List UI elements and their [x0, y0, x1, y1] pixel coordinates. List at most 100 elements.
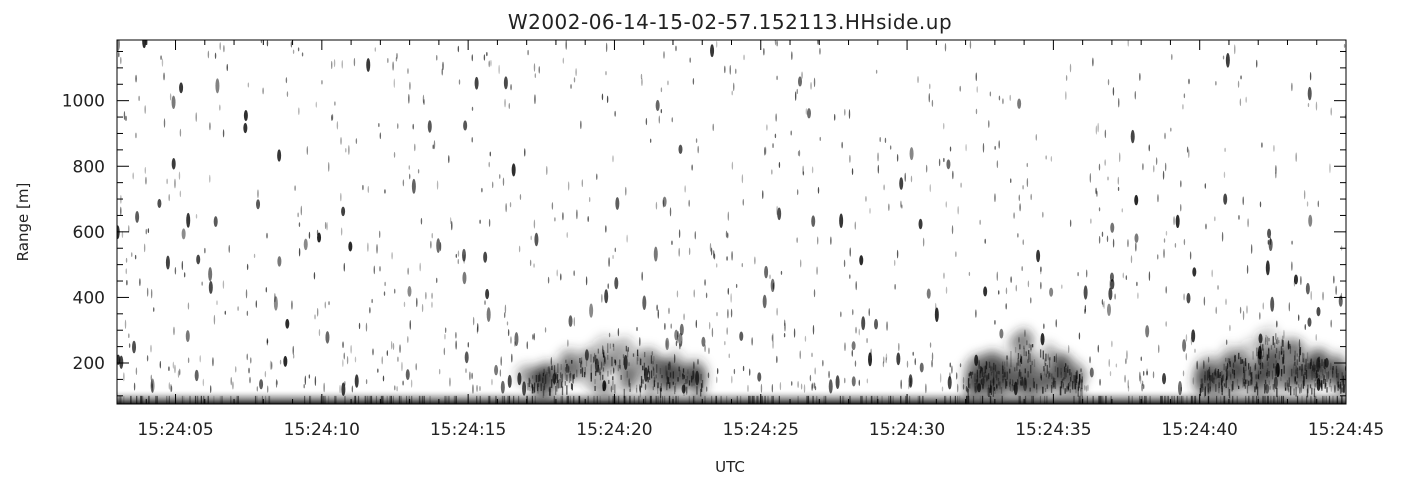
- surface-streak: [861, 395, 863, 404]
- echo-speck: [929, 83, 931, 90]
- surface-streak: [649, 395, 651, 404]
- echo-streak: [539, 374, 541, 382]
- echo-speck: [1043, 323, 1045, 330]
- echo-speck: [1117, 176, 1120, 185]
- echo-streak: [987, 374, 989, 381]
- echo-speck: [394, 385, 396, 391]
- echo-streak: [983, 378, 985, 384]
- surface-streak: [148, 395, 150, 404]
- echo-speck: [988, 120, 990, 128]
- echo-speck: [1288, 302, 1291, 312]
- echo-speck: [407, 285, 412, 297]
- echo-speck: [607, 283, 609, 289]
- surface-streak: [221, 395, 223, 404]
- echo-streak: [620, 374, 622, 380]
- echo-speck: [455, 331, 457, 339]
- echo-speck: [575, 68, 577, 77]
- surface-streak: [761, 395, 763, 404]
- echo-speck: [747, 384, 749, 393]
- echo-speck: [605, 70, 607, 76]
- echo-speck: [1104, 159, 1106, 166]
- echo-streak: [1288, 388, 1290, 393]
- echo-speck: [848, 109, 851, 120]
- echo-speck: [524, 148, 526, 157]
- echo-speck: [414, 143, 416, 152]
- echo-speck: [469, 371, 471, 381]
- echo-speck: [868, 352, 873, 367]
- echo-speck: [277, 149, 282, 162]
- echo-speck: [1174, 243, 1177, 248]
- echo-speck: [883, 356, 885, 364]
- echo-speck: [504, 312, 506, 319]
- echo-streak: [693, 379, 695, 386]
- surface-streak: [704, 395, 706, 404]
- echo-streak: [568, 373, 571, 383]
- surface-streak: [1278, 395, 1280, 404]
- echo-speck: [313, 272, 316, 280]
- surface-streak: [448, 395, 450, 404]
- echo-streak: [619, 359, 621, 369]
- echo-blob: [556, 350, 573, 369]
- echo-streak: [1048, 371, 1050, 379]
- echo-speck: [249, 376, 251, 384]
- echo-streak: [531, 384, 534, 391]
- echo-speck: [290, 40, 293, 48]
- echo-streak: [1275, 347, 1278, 354]
- echo-streak: [1325, 382, 1327, 387]
- echo-streak: [1337, 381, 1339, 391]
- echo-speck: [1049, 287, 1054, 297]
- surface-streak: [560, 395, 562, 404]
- echo-speck: [393, 151, 396, 158]
- surface-streak: [1166, 395, 1168, 404]
- surface-streak: [720, 395, 722, 404]
- echo-streak: [1027, 371, 1029, 378]
- echo-streak: [1341, 387, 1343, 393]
- echo-speck: [917, 76, 919, 84]
- surface-streak: [1164, 395, 1166, 404]
- echo-streak: [1209, 374, 1211, 381]
- echo-speck: [962, 376, 965, 384]
- echo-speck: [1175, 214, 1180, 229]
- echo-speck: [1226, 362, 1229, 370]
- surface-streak: [354, 395, 356, 404]
- surface-streak: [593, 395, 595, 404]
- echo-streak: [640, 375, 643, 383]
- echo-speck: [174, 364, 176, 374]
- echo-speck: [727, 211, 730, 221]
- echo-streak: [1264, 379, 1267, 384]
- echo-speck: [587, 216, 589, 223]
- echo-speck: [984, 238, 986, 244]
- echo-speck: [707, 372, 710, 379]
- echo-speck: [762, 190, 764, 200]
- surface-streak: [881, 395, 883, 404]
- echo-streak: [1019, 344, 1021, 350]
- echo-blob: [672, 359, 683, 390]
- surface-streak: [888, 395, 890, 404]
- echo-streak: [982, 383, 984, 390]
- echo-speck: [500, 380, 505, 394]
- surface-streak: [599, 395, 601, 404]
- echo-streak: [1268, 337, 1270, 342]
- echo-streak: [1020, 371, 1022, 380]
- echo-streak: [590, 354, 592, 363]
- echo-speck: [614, 277, 619, 290]
- echo-streak: [543, 383, 546, 391]
- echo-speck: [366, 58, 371, 72]
- echo-streak: [1031, 360, 1033, 366]
- surface-streak: [594, 395, 596, 404]
- echo-streak: [590, 372, 592, 382]
- echo-speck: [566, 232, 568, 238]
- echo-speck: [657, 309, 659, 319]
- echo-speck: [1164, 162, 1167, 172]
- echo-streak: [1231, 384, 1233, 392]
- echo-speck: [1257, 370, 1260, 380]
- echo-blob: [571, 363, 592, 384]
- echo-speck: [694, 231, 696, 240]
- echo-speck: [581, 179, 584, 188]
- echo-speck: [303, 238, 308, 251]
- echo-speck: [488, 161, 490, 168]
- echo-speck: [297, 212, 299, 218]
- echo-streak: [1061, 378, 1064, 384]
- surface-streak: [508, 395, 510, 404]
- echo-speck: [780, 270, 783, 275]
